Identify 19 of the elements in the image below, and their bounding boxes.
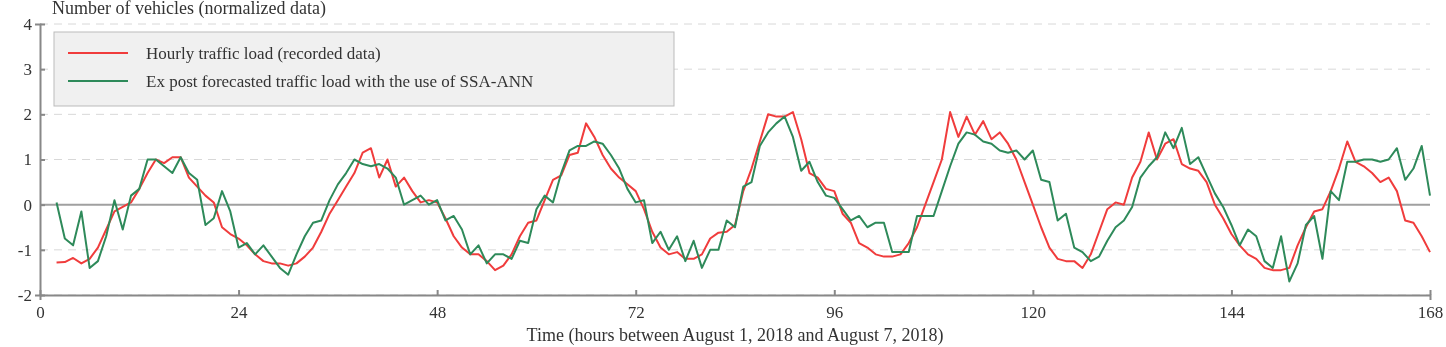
x-axis-title: Time (hours between August 1, 2018 and August 7, 2018) bbox=[526, 325, 944, 346]
legend-label: Hourly traffic load (recorded data) bbox=[146, 44, 381, 63]
x-tick-label: 120 bbox=[1020, 303, 1047, 323]
x-tick-label: 144 bbox=[1219, 303, 1246, 323]
x-tick-label: 0 bbox=[36, 303, 45, 323]
x-tick-label: 96 bbox=[826, 303, 844, 323]
x-tick-label: 24 bbox=[230, 303, 249, 323]
x-tick-label: 72 bbox=[627, 303, 645, 323]
y-tick-label: 3 bbox=[23, 60, 32, 80]
y-tick-label: 1 bbox=[23, 150, 32, 170]
y-tick-label: 0 bbox=[23, 195, 32, 215]
x-tick-label: 48 bbox=[429, 303, 447, 323]
y-tick-label: -2 bbox=[17, 285, 32, 305]
y-tick-label: -1 bbox=[17, 240, 32, 260]
legend-label: Ex post forecasted traffic load with the use of SSA-ANN bbox=[146, 72, 534, 91]
y-tick-label: 4 bbox=[23, 14, 33, 34]
x-tick-label: 168 bbox=[1417, 303, 1444, 323]
y-tick-label: 2 bbox=[23, 105, 32, 125]
y-axis-title: Number of vehicles (normalized data) bbox=[52, 0, 326, 19]
